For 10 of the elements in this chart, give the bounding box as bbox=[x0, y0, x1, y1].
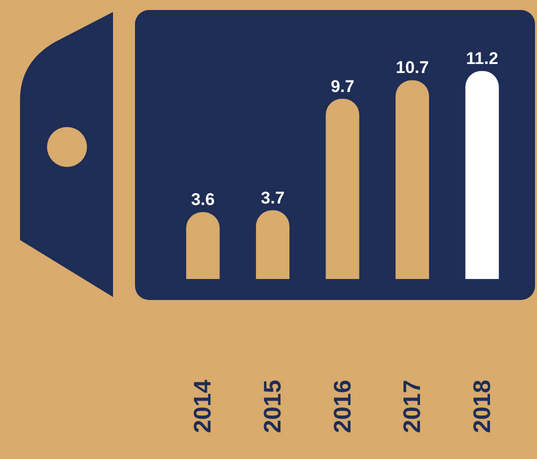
data-label: 11.2 bbox=[466, 48, 498, 68]
x-tick-label: 2017 bbox=[399, 380, 426, 434]
data-label: 9.7 bbox=[330, 76, 354, 96]
x-tick-label: 2015 bbox=[260, 380, 286, 434]
x-tick-label: 2014 bbox=[190, 379, 217, 434]
data-label: 3.6 bbox=[191, 190, 215, 210]
x-tick-label: 2018 bbox=[468, 380, 496, 434]
x-tick-label: 2016 bbox=[329, 380, 356, 434]
data-label: 3.7 bbox=[260, 188, 285, 208]
data-label: 10.7 bbox=[396, 58, 429, 78]
